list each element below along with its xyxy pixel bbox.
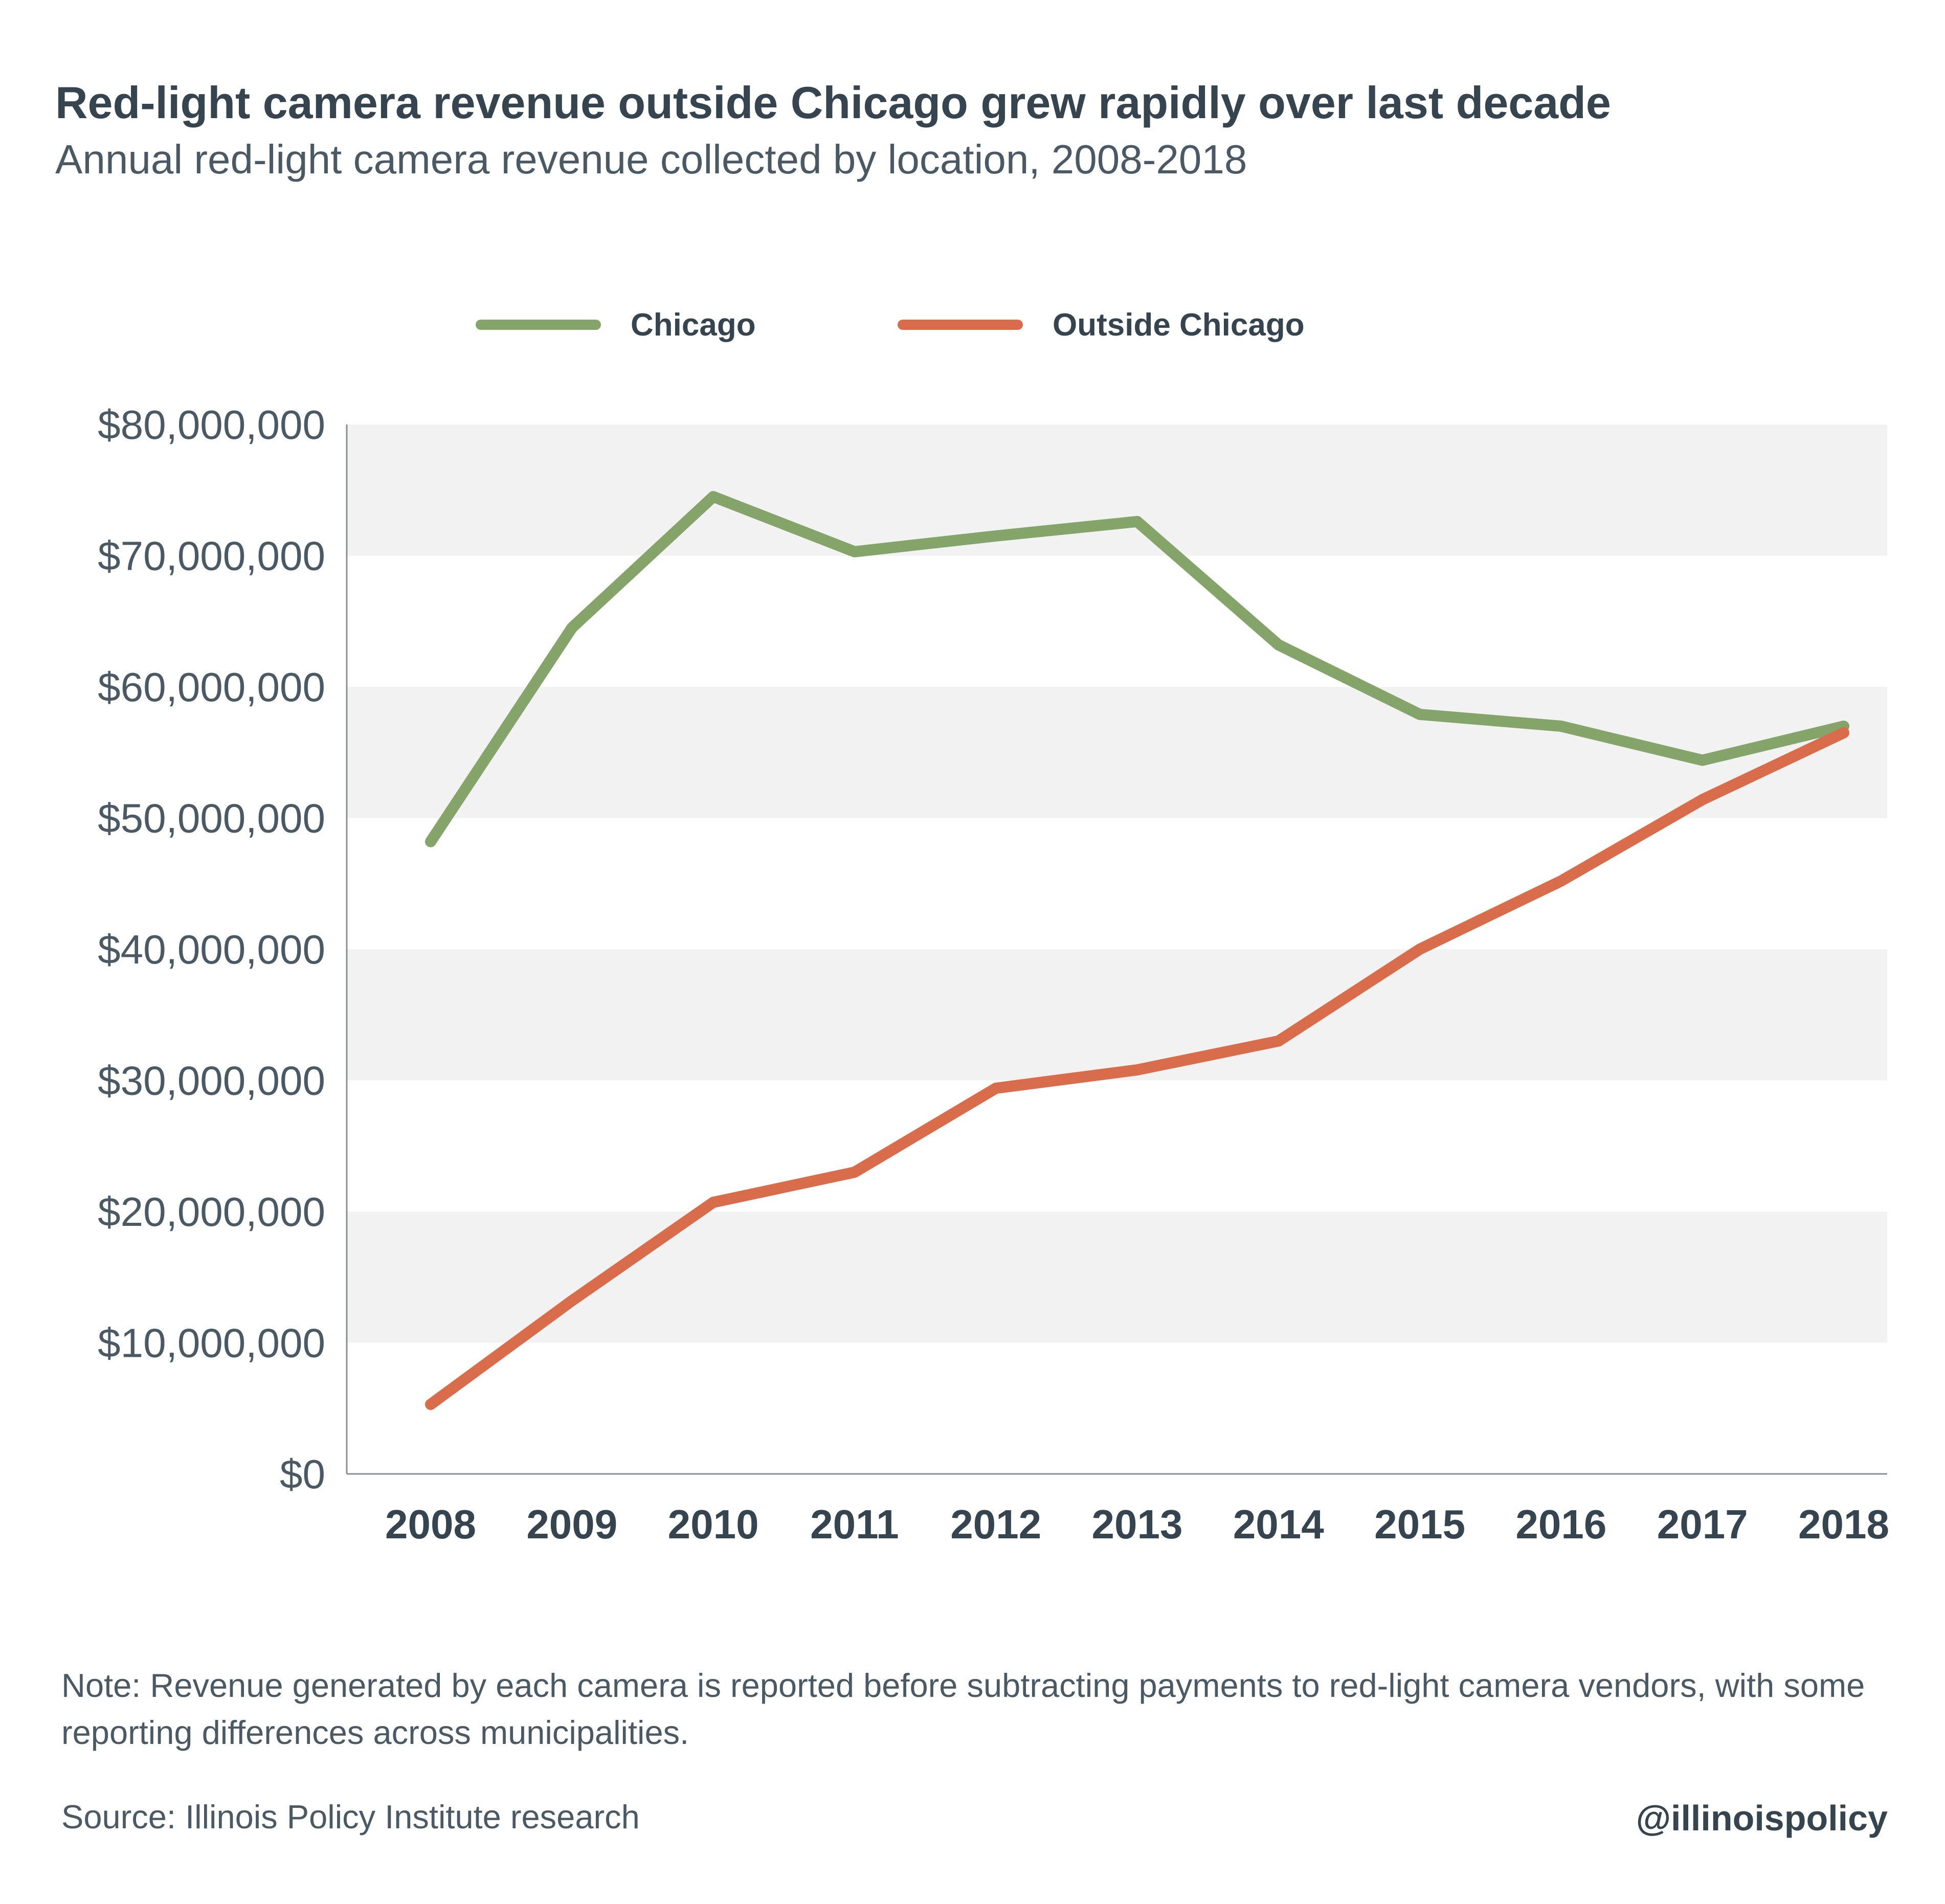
series-lines: [425, 491, 1849, 1410]
x-tick-label: 2017: [1657, 1502, 1748, 1547]
y-tick-label: $30,000,000: [98, 1058, 325, 1104]
legend-label-outside-chicago: Outside Chicago: [1053, 307, 1305, 343]
y-tick-label: $0: [280, 1451, 325, 1497]
x-tick-label: 2010: [668, 1502, 759, 1547]
x-tick-label: 2009: [526, 1502, 617, 1547]
grid-band: [347, 424, 1887, 556]
series-line-outside-chicago: [425, 727, 1849, 1410]
legend-label-chicago: Chicago: [631, 307, 756, 343]
x-tick-label: 2018: [1798, 1502, 1889, 1547]
legend-swatch-outside-chicago: [898, 320, 1023, 330]
x-tick-label: 2016: [1515, 1502, 1606, 1547]
y-tick-label: $80,000,000: [98, 402, 325, 447]
chart-subtitle: Annual red-light camera revenue collecte…: [55, 137, 1247, 182]
grid-band: [347, 949, 1887, 1081]
chart-source: Source: Illinois Policy Institute resear…: [61, 1798, 640, 1835]
chart-axes: [346, 424, 1887, 1475]
grid-band: [347, 687, 1887, 818]
x-axis-ticks: 2008 2009 2010 2011 2012 2013 2014 2015 2016 2017…: [385, 1502, 1889, 1547]
x-tick-label: 2011: [810, 1502, 899, 1547]
y-tick-label: $40,000,000: [98, 927, 325, 972]
y-tick-label: $10,000,000: [98, 1320, 325, 1366]
line-chart: $0 $10,000,000 $20,000,000 $30,000,000 $40,0…: [98, 402, 1889, 1547]
x-tick-label: 2012: [950, 1502, 1041, 1547]
chart-note: Note: Revenue generated by each camera i…: [61, 1667, 1865, 1751]
y-tick-label: $60,000,000: [98, 664, 325, 710]
y-axis-ticks: $0 $10,000,000 $20,000,000 $30,000,000 $40,0…: [98, 402, 325, 1497]
y-tick-label: $20,000,000: [98, 1189, 325, 1235]
x-tick-label: 2015: [1374, 1502, 1465, 1547]
x-tick-label: 2008: [385, 1502, 476, 1547]
legend-item-outside-chicago: Outside Chicago: [898, 302, 1305, 348]
grid-bands: [347, 424, 1887, 1343]
series-line-chicago: [425, 491, 1849, 847]
y-tick-label: $70,000,000: [98, 533, 325, 579]
y-tick-label: $50,000,000: [98, 796, 325, 841]
chart-title: Red-light camera revenue outside Chicago…: [55, 77, 1611, 128]
x-tick-label: 2014: [1233, 1502, 1324, 1547]
legend-item-chicago: Chicago: [476, 302, 756, 348]
brand-handle: @illinoispolicy: [1636, 1798, 1888, 1838]
legend-swatch-chicago: [476, 320, 601, 330]
grid-band: [347, 1212, 1887, 1343]
x-tick-label: 2013: [1092, 1502, 1183, 1547]
